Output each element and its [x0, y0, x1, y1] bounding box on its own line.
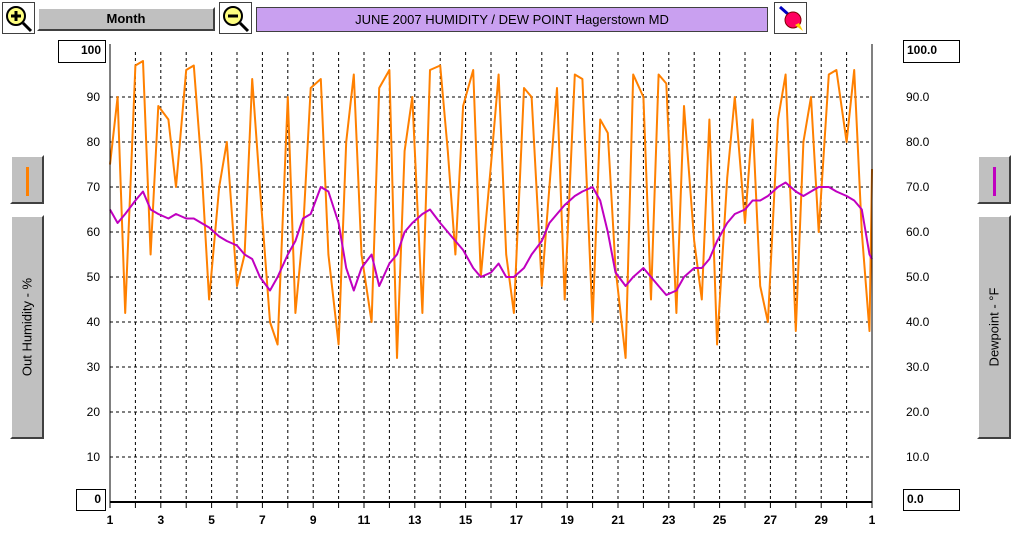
period-button[interactable]: Month	[37, 7, 215, 31]
right-axis-min-input[interactable]: 0.0	[903, 489, 960, 511]
left-tick-label: 20	[87, 405, 101, 419]
right-tick-label: 40.0	[906, 315, 930, 329]
x-tick-label: 9	[310, 513, 317, 527]
paint-bucket-icon	[779, 5, 803, 31]
zoom-out-icon	[223, 6, 250, 33]
paint-tool-button[interactable]	[774, 2, 807, 34]
x-tick-label: 27	[764, 513, 778, 527]
x-tick-label: 23	[662, 513, 676, 527]
x-tick-label: 29	[815, 513, 829, 527]
x-tick-label: 11	[358, 513, 371, 527]
zoom-out-button[interactable]	[219, 2, 252, 34]
dewpoint-series-line	[109, 181, 873, 296]
x-tick-label: 1	[107, 513, 114, 527]
chart-title: JUNE 2007 HUMIDITY / DEW POINT Hagerstow…	[256, 7, 768, 32]
tick-labels: 1 3 5 7 9 11 13 15 17 19 21 23 25 27 29 190807060504030…	[87, 90, 930, 527]
x-tick-label: 7	[259, 513, 266, 527]
x-tick-label: 15	[459, 513, 473, 527]
x-tick-label: 1	[869, 513, 876, 527]
right-tick-label: 60.0	[906, 225, 930, 239]
dewpoint-axis-button[interactable]: Dewpoint - °F	[977, 215, 1011, 439]
humidity-color-line	[26, 167, 29, 196]
humidity-axis-button[interactable]: Out Humidity - %	[10, 215, 44, 439]
left-tick-label: 10	[87, 450, 101, 464]
right-tick-label: 80.0	[906, 135, 930, 149]
right-tick-label: 30.0	[906, 360, 930, 374]
dewpoint-color-line	[993, 167, 996, 196]
zoom-in-icon	[6, 6, 33, 33]
x-tick-label: 25	[713, 513, 727, 527]
right-tick-label: 70.0	[906, 180, 930, 194]
right-axis-max-input[interactable]: 100.0	[903, 40, 960, 63]
series-layer	[109, 60, 873, 359]
grid	[110, 52, 872, 502]
x-tick-label: 3	[157, 513, 164, 527]
x-tick-label: 13	[408, 513, 422, 527]
left-tick-label: 30	[87, 360, 101, 374]
right-tick-label: 10.0	[906, 450, 930, 464]
left-tick-label: 50	[87, 270, 101, 284]
zoom-in-button[interactable]	[2, 2, 35, 34]
left-tick-label: 70	[87, 180, 101, 194]
axes	[109, 44, 873, 508]
left-axis-min-input[interactable]: 0	[76, 489, 106, 511]
left-tick-label: 60	[87, 225, 101, 239]
x-tick-label: 21	[611, 513, 625, 527]
dewpoint-legend-swatch[interactable]	[977, 155, 1011, 204]
left-tick-label: 40	[87, 315, 101, 329]
right-tick-label: 50.0	[906, 270, 930, 284]
x-tick-label: 5	[208, 513, 215, 527]
left-tick-label: 80	[87, 135, 101, 149]
right-tick-label: 90.0	[906, 90, 930, 104]
x-tick-label: 19	[561, 513, 575, 527]
right-tick-label: 20.0	[906, 405, 930, 419]
x-tick-label: 17	[510, 513, 524, 527]
humidity-series-line	[109, 60, 873, 359]
humidity-legend-swatch[interactable]	[10, 155, 44, 204]
left-tick-label: 90	[87, 90, 101, 104]
left-axis-max-input[interactable]: 100	[58, 40, 106, 63]
